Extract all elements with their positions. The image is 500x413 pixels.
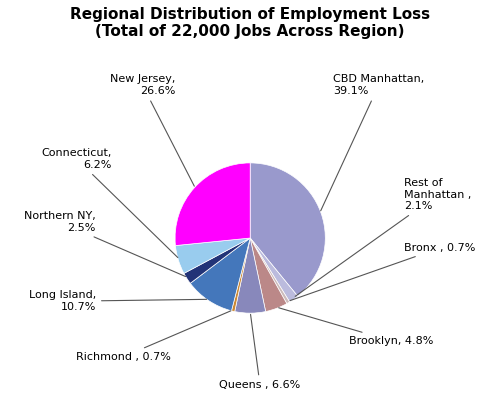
Wedge shape [176, 238, 250, 273]
Text: Brooklyn, 4.8%: Brooklyn, 4.8% [278, 308, 434, 346]
Wedge shape [250, 238, 287, 311]
Wedge shape [232, 238, 250, 311]
Text: Rest of
Manhattan ,
2.1%: Rest of Manhattan , 2.1% [295, 178, 472, 297]
Wedge shape [250, 238, 290, 304]
Wedge shape [190, 238, 250, 311]
Text: CBD Manhattan,
39.1%: CBD Manhattan, 39.1% [320, 74, 424, 211]
Text: Long Island,
10.7%: Long Island, 10.7% [28, 290, 206, 312]
Text: New Jersey,
26.6%: New Jersey, 26.6% [110, 74, 194, 186]
Text: Connecticut,
6.2%: Connecticut, 6.2% [42, 148, 178, 258]
Text: Richmond , 0.7%: Richmond , 0.7% [76, 311, 231, 362]
Text: Queens , 6.6%: Queens , 6.6% [220, 314, 300, 390]
Wedge shape [175, 163, 250, 246]
Wedge shape [250, 238, 298, 302]
Text: Bronx , 0.7%: Bronx , 0.7% [290, 243, 476, 301]
Wedge shape [184, 238, 250, 283]
Wedge shape [250, 163, 326, 296]
Wedge shape [234, 238, 266, 313]
Title: Regional Distribution of Employment Loss
(Total of 22,000 Jobs Across Region): Regional Distribution of Employment Loss… [70, 7, 430, 39]
Text: Northern NY,
2.5%: Northern NY, 2.5% [24, 211, 186, 277]
